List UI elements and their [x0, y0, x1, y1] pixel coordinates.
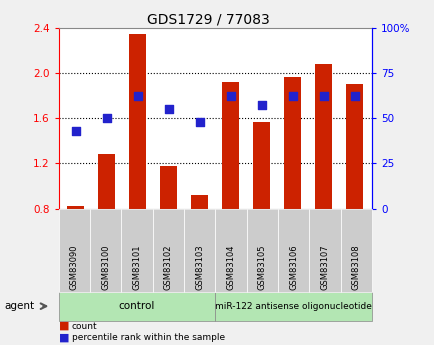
Point: [227, 93, 234, 99]
Text: GDS1729 / 77083: GDS1729 / 77083: [147, 12, 270, 26]
Text: GSM83101: GSM83101: [132, 244, 141, 290]
Bar: [98, 155, 115, 209]
Point: [72, 128, 79, 134]
Text: GSM83100: GSM83100: [101, 244, 110, 290]
Point: [258, 103, 265, 108]
Text: agent: agent: [4, 301, 34, 311]
Bar: [160, 166, 177, 209]
Text: count: count: [72, 322, 97, 331]
Text: ■: ■: [59, 321, 69, 331]
Text: GSM83103: GSM83103: [195, 244, 204, 290]
Bar: [345, 84, 362, 209]
Bar: [129, 34, 146, 209]
Point: [289, 93, 296, 99]
Text: GSM83102: GSM83102: [164, 244, 172, 290]
Text: percentile rank within the sample: percentile rank within the sample: [72, 333, 224, 342]
Bar: [222, 82, 239, 209]
Text: GSM83104: GSM83104: [226, 244, 235, 290]
Point: [103, 115, 110, 121]
Text: GSM83108: GSM83108: [351, 244, 360, 290]
Bar: [284, 77, 301, 209]
Bar: [67, 206, 84, 209]
Text: GSM83107: GSM83107: [320, 244, 329, 290]
Text: GSM83105: GSM83105: [257, 244, 266, 290]
Text: control: control: [118, 301, 155, 311]
Point: [320, 93, 327, 99]
Point: [165, 106, 172, 112]
Bar: [191, 195, 208, 209]
Bar: [315, 64, 332, 209]
Bar: [253, 121, 270, 209]
Point: [351, 93, 358, 99]
Point: [196, 119, 203, 125]
Text: GSM83106: GSM83106: [289, 244, 297, 290]
Text: GSM83090: GSM83090: [70, 244, 79, 290]
Text: miR-122 antisense oligonucleotide: miR-122 antisense oligonucleotide: [215, 302, 371, 311]
Point: [134, 93, 141, 99]
Text: ■: ■: [59, 333, 69, 342]
